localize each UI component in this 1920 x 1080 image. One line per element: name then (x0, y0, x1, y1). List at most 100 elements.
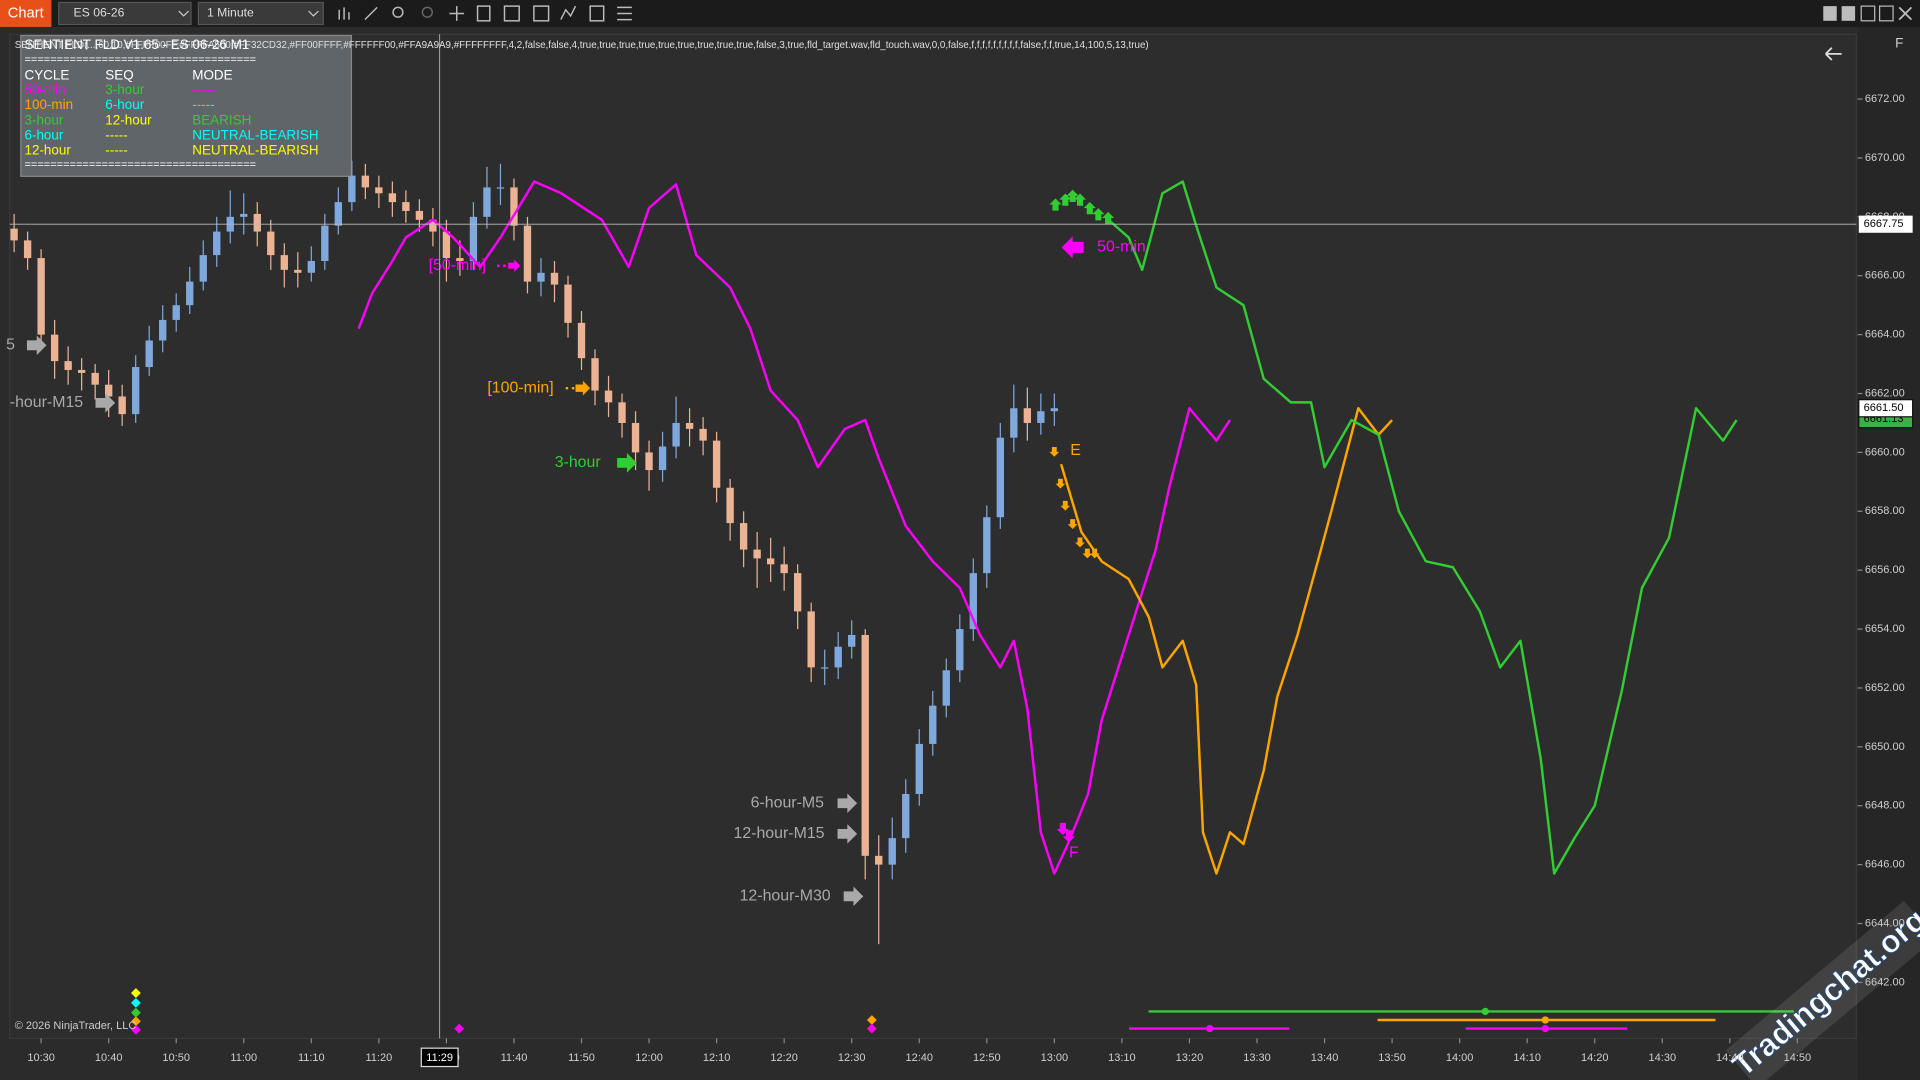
x-tick-label: 10:50 (162, 1052, 190, 1064)
candle-body (996, 437, 1004, 518)
back-arrow[interactable] (1825, 47, 1842, 61)
maximize-button[interactable] (1878, 5, 1894, 22)
right-panel-label: F (1895, 36, 1903, 51)
candle-body (172, 305, 180, 320)
menu-icon[interactable] (617, 6, 632, 21)
bars-icon[interactable] (338, 7, 350, 20)
close-button[interactable] (1898, 6, 1913, 21)
x-tick-label: 12:20 (770, 1052, 798, 1064)
candle-body (64, 361, 72, 370)
candle-body (658, 446, 667, 471)
candle-body (361, 175, 370, 188)
range-dot (1541, 1024, 1549, 1033)
x-tick-label: 12:50 (973, 1052, 1001, 1064)
candle-body (807, 611, 815, 668)
draw-icon[interactable] (364, 6, 378, 21)
y-tick-label: 6650.00 (1865, 741, 1905, 753)
panel-cell: 12-hour (105, 112, 152, 127)
candle-body (442, 231, 451, 259)
minimize-button[interactable] (1860, 5, 1876, 22)
panel-header: MODE (192, 67, 232, 82)
candle-body (186, 281, 194, 306)
window-buttons[interactable] (1823, 5, 1913, 22)
y-tick-label: 6646.00 (1865, 859, 1905, 871)
candle-body (631, 422, 640, 453)
diamond (131, 1007, 141, 1018)
copyright: © 2026 NinjaTrader, LLC (15, 1020, 137, 1032)
candle-body (821, 667, 829, 669)
toolbar-icons[interactable] (338, 5, 632, 22)
templates-icon[interactable] (503, 5, 520, 22)
crosshair-time-label: 11:29 (426, 1052, 453, 1064)
panel-divider: ==================================== (24, 159, 256, 171)
chart-tab-label[interactable]: Chart (8, 5, 44, 21)
annotation: 50-min (1097, 239, 1146, 256)
y-tick-label: 6666.00 (1865, 270, 1905, 282)
candle-body (294, 269, 302, 273)
candle-body (685, 422, 694, 429)
x-tick-label: 12:10 (703, 1052, 731, 1064)
annotation: [100-min] (487, 379, 553, 396)
range-dot (1481, 1007, 1489, 1016)
signal-arrow (1092, 208, 1105, 221)
zoom-out-icon[interactable] (421, 6, 433, 18)
indicators-icon[interactable] (533, 5, 550, 22)
plot-area (9, 33, 1857, 1039)
y-tick-label: 6648.00 (1865, 800, 1905, 812)
chart-tab[interactable] (0, 0, 52, 27)
crosshair-icon[interactable] (449, 6, 465, 21)
calculator-icon[interactable] (589, 5, 605, 22)
window-button[interactable] (1841, 6, 1856, 21)
candle-body (942, 670, 950, 706)
annotation: E (1070, 442, 1081, 459)
candle-body (50, 334, 59, 362)
crosshair-time-box (420, 1047, 459, 1068)
candle-body (37, 258, 45, 335)
x-tick-label: 13:30 (1243, 1052, 1271, 1064)
instrument-select[interactable] (58, 1, 192, 26)
x-tick-label: 11:40 (501, 1052, 528, 1064)
properties-icon[interactable] (476, 5, 491, 22)
candle-body (23, 240, 32, 259)
candle-body (969, 573, 977, 630)
candle-body (267, 231, 275, 256)
annotation: 3-hour (555, 454, 602, 471)
candle-body (496, 187, 505, 189)
interval-label[interactable]: 1 Minute (207, 6, 254, 20)
zoom-in-icon[interactable] (392, 6, 404, 18)
interval-select[interactable] (197, 1, 324, 26)
candle-body (956, 629, 964, 671)
candle-body (415, 210, 424, 220)
candle-body (793, 573, 802, 612)
annotation: 6-hour-M5 (751, 794, 825, 811)
signal-arrow (1075, 537, 1085, 548)
candle-body (929, 705, 937, 744)
panel-title: SENTIENT FLD V1.65 - ES 06-26 M1 (24, 37, 249, 52)
signal-arrow (843, 886, 864, 907)
panel-cell: ----- (105, 127, 127, 142)
x-tick-label: 11:10 (298, 1052, 325, 1064)
panel-cell: 6-hour (24, 127, 63, 142)
candle-body (510, 187, 518, 226)
fld-line (1107, 180, 1738, 875)
x-tick-label: 10:40 (95, 1052, 123, 1064)
panel-cell: 3-hour (105, 82, 144, 97)
panel-cell: BEARISH (192, 112, 251, 127)
signal-arrow (1060, 500, 1071, 511)
candle-body (875, 855, 883, 865)
candle-body (91, 372, 99, 385)
candle-body (118, 396, 126, 415)
candle-body (199, 255, 207, 282)
panel-divider: ==================================== (24, 54, 256, 66)
x-tick-label: 12:00 (635, 1052, 663, 1064)
panel-header: SEQ (105, 67, 133, 82)
x-tick-label: 11:20 (365, 1052, 392, 1064)
strategies-icon[interactable] (560, 5, 577, 20)
price-axis (1857, 26, 1920, 1080)
candle-body (780, 564, 788, 574)
panel-cell: 6-hour (105, 97, 144, 112)
instrument-label[interactable]: ES 06-26 (73, 6, 124, 20)
window-button[interactable] (1823, 6, 1837, 21)
